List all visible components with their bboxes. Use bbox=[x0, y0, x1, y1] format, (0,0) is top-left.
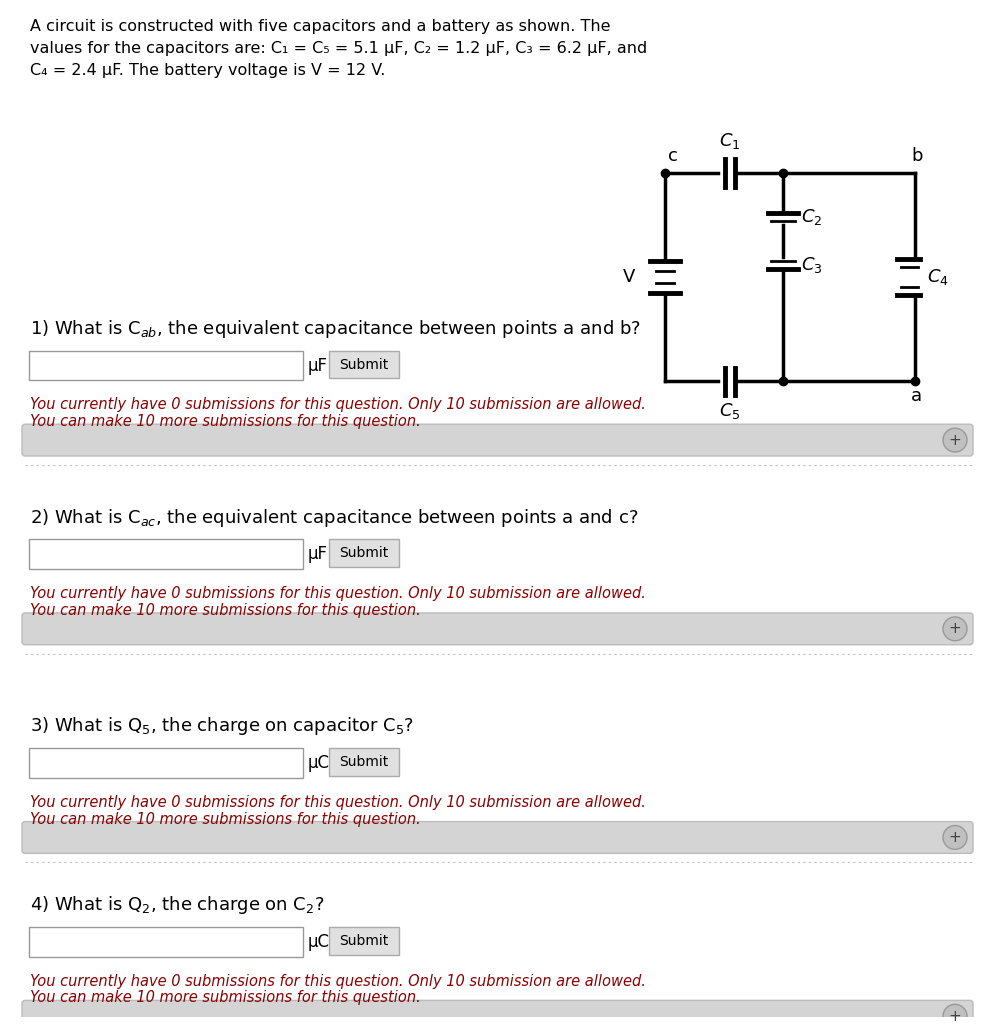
FancyBboxPatch shape bbox=[329, 350, 399, 379]
Text: 2) What is C$_{ac}$, the equivalent capacitance between points a and c?: 2) What is C$_{ac}$, the equivalent capa… bbox=[30, 507, 638, 528]
FancyBboxPatch shape bbox=[329, 749, 399, 776]
Text: μC: μC bbox=[308, 754, 330, 772]
Text: C₄ = 2.4 μF. The battery voltage is V = 12 V.: C₄ = 2.4 μF. The battery voltage is V = … bbox=[30, 62, 385, 78]
FancyBboxPatch shape bbox=[29, 749, 303, 778]
Text: You currently have 0 submissions for this question. Only 10 submission are allow: You currently have 0 submissions for thi… bbox=[30, 974, 646, 988]
FancyBboxPatch shape bbox=[329, 927, 399, 954]
Text: +: + bbox=[949, 830, 961, 845]
Text: $C_3$: $C_3$ bbox=[801, 255, 823, 275]
Text: values for the capacitors are: C₁ = C₅ = 5.1 μF, C₂ = 1.2 μF, C₃ = 6.2 μF, and: values for the capacitors are: C₁ = C₅ =… bbox=[30, 41, 647, 55]
Text: You can make 10 more submissions for this question.: You can make 10 more submissions for thi… bbox=[30, 603, 421, 618]
Text: a: a bbox=[911, 387, 922, 406]
Text: 1) What is C$_{ab}$, the equivalent capacitance between points a and b?: 1) What is C$_{ab}$, the equivalent capa… bbox=[30, 317, 641, 340]
Text: μC: μC bbox=[308, 933, 330, 950]
Text: μF: μF bbox=[308, 546, 328, 563]
Text: $C_5$: $C_5$ bbox=[719, 401, 741, 421]
Text: $C_1$: $C_1$ bbox=[719, 131, 741, 151]
Text: +: + bbox=[949, 1009, 961, 1024]
Text: Submit: Submit bbox=[339, 357, 389, 372]
FancyBboxPatch shape bbox=[29, 927, 303, 956]
FancyBboxPatch shape bbox=[29, 540, 303, 569]
Text: $C_4$: $C_4$ bbox=[927, 267, 949, 287]
Text: You currently have 0 submissions for this question. Only 10 submission are allow: You currently have 0 submissions for thi… bbox=[30, 795, 646, 810]
Circle shape bbox=[943, 1005, 967, 1024]
Text: c: c bbox=[668, 146, 678, 165]
FancyBboxPatch shape bbox=[29, 350, 303, 381]
Text: 3) What is Q$_5$, the charge on capacitor C$_5$?: 3) What is Q$_5$, the charge on capacito… bbox=[30, 716, 414, 737]
Text: 4) What is Q$_2$, the charge on C$_2$?: 4) What is Q$_2$, the charge on C$_2$? bbox=[30, 894, 324, 916]
Text: Submit: Submit bbox=[339, 934, 389, 948]
Text: +: + bbox=[949, 622, 961, 636]
Text: Submit: Submit bbox=[339, 755, 389, 769]
Text: V: V bbox=[623, 268, 635, 286]
Text: You can make 10 more submissions for this question.: You can make 10 more submissions for thi… bbox=[30, 812, 421, 826]
Text: You currently have 0 submissions for this question. Only 10 submission are allow: You currently have 0 submissions for thi… bbox=[30, 397, 646, 413]
FancyBboxPatch shape bbox=[329, 540, 399, 567]
Text: You can make 10 more submissions for this question.: You can make 10 more submissions for thi… bbox=[30, 990, 421, 1006]
Text: b: b bbox=[911, 146, 922, 165]
FancyBboxPatch shape bbox=[22, 1000, 973, 1024]
Text: μF: μF bbox=[308, 356, 328, 375]
Text: $C_2$: $C_2$ bbox=[801, 207, 822, 226]
Circle shape bbox=[943, 428, 967, 452]
FancyBboxPatch shape bbox=[22, 424, 973, 456]
Circle shape bbox=[943, 825, 967, 849]
Text: You currently have 0 submissions for this question. Only 10 submission are allow: You currently have 0 submissions for thi… bbox=[30, 586, 646, 601]
FancyBboxPatch shape bbox=[22, 821, 973, 853]
Text: Submit: Submit bbox=[339, 547, 389, 560]
Text: You can make 10 more submissions for this question.: You can make 10 more submissions for thi… bbox=[30, 415, 421, 429]
Text: +: + bbox=[949, 432, 961, 447]
FancyBboxPatch shape bbox=[22, 613, 973, 645]
Circle shape bbox=[943, 616, 967, 641]
Text: A circuit is constructed with five capacitors and a battery as shown. The: A circuit is constructed with five capac… bbox=[30, 18, 610, 34]
